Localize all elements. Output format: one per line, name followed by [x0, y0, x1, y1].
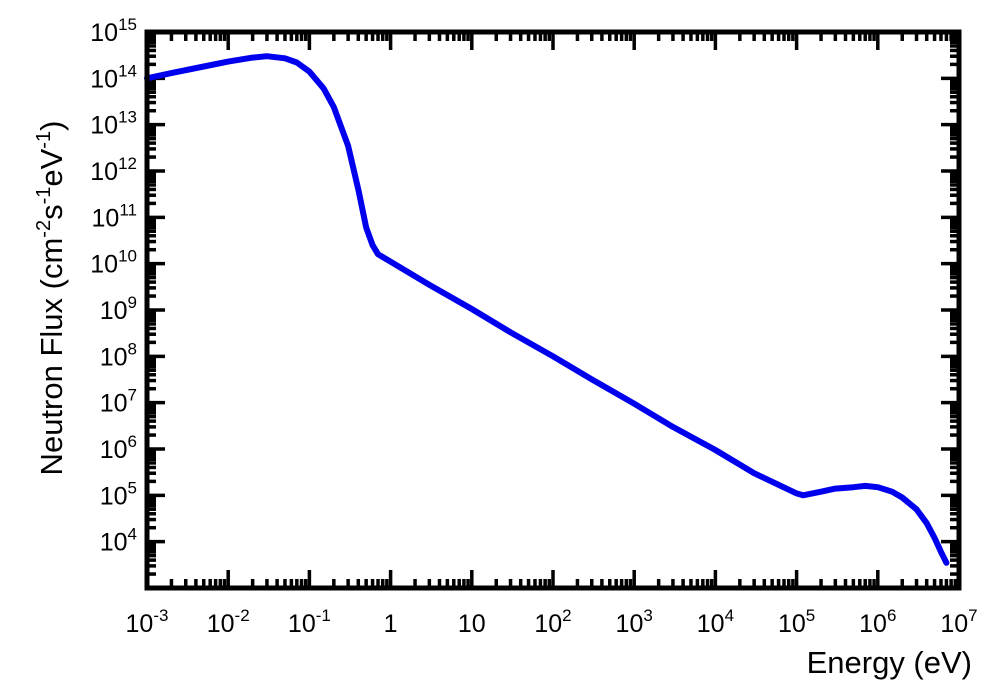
y-tick-label: 1014 [90, 61, 137, 93]
y-tick-label: 105 [100, 478, 137, 510]
x-tick-label: 10 [458, 610, 486, 638]
x-tick-label: 105 [778, 606, 815, 638]
y-tick-label: 1010 [90, 247, 137, 279]
plot-frame [144, 29, 962, 591]
tick-marks [145, 30, 961, 590]
x-tick-label: 10-1 [288, 606, 331, 638]
x-tick-label: 104 [697, 606, 734, 638]
series-layer [144, 53, 950, 566]
tick-labels: 10-3 10-2 10-1 1 10 102 103 104 105 106 107 104 105 1… [90, 15, 977, 638]
y-axis-title: Neutron Flux (cm-2s-1eV-1) [33, 121, 69, 476]
x-tick-label: 10-2 [207, 606, 250, 638]
y-tick-label: 104 [100, 525, 137, 557]
y-tick-label: 109 [100, 293, 137, 325]
y-tick-label: 108 [100, 339, 137, 371]
y-tick-label: 1015 [90, 15, 137, 47]
x-tick-label: 106 [859, 606, 896, 638]
x-tick-label: 10-3 [126, 606, 169, 638]
series-line-0 [144, 53, 950, 566]
y-tick-label: 1013 [90, 108, 137, 140]
y-tick-label: 1012 [90, 154, 137, 186]
x-tick-label: 103 [616, 606, 653, 638]
y-tick-label: 107 [100, 386, 137, 418]
y-tick-label: 106 [100, 432, 137, 464]
x-tick-label: 102 [534, 606, 571, 638]
x-tick-label: 107 [940, 606, 977, 638]
y-tick-label: 1011 [92, 200, 137, 232]
x-tick-label: 1 [384, 610, 398, 638]
x-axis-title: Energy (eV) [807, 645, 972, 680]
